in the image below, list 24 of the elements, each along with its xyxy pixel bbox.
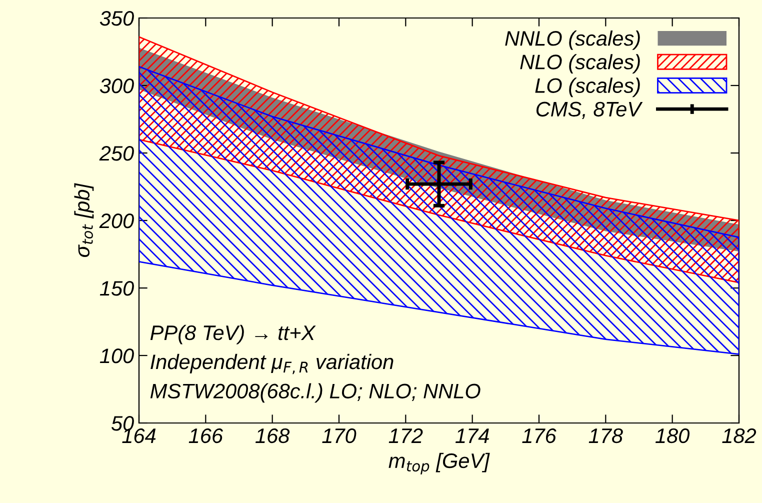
y-tick-label: 350 (100, 11, 134, 26)
y-tick-label: 300 (100, 78, 134, 94)
x-tick-label: 180 (655, 428, 690, 444)
annotation: Independent μ$_{F,R}$ variation (150, 354, 394, 374)
y-tick-label: 250 (99, 146, 134, 161)
x-tick-label: 172 (388, 428, 423, 443)
y-axis-title: σ$_{tot}$ [pb] (74, 183, 94, 257)
legend-label: NLO (scales) (520, 54, 640, 74)
annotation: PP(8 TeV) → tt+X (150, 324, 316, 344)
legend-label: CMS, 8TeV (536, 102, 643, 120)
x-tick-label: 178 (588, 428, 623, 444)
y-tick-label: 100 (100, 348, 134, 364)
x-tick-label: 174 (455, 428, 489, 443)
legend-label: NNLO (scales) (505, 30, 640, 50)
x-axis-title: m$_{top}$ [GeV] (388, 452, 490, 474)
x-tick-label: 166 (188, 428, 224, 444)
x-tick-label: 182 (722, 428, 756, 444)
x-tick-label: 176 (522, 428, 556, 444)
x-tick-label: 170 (322, 428, 356, 444)
y-tick-label: 150 (100, 281, 134, 296)
legend-label: LO (scales) (535, 78, 640, 98)
x-tick-label: 168 (255, 428, 290, 444)
y-tick-label: 200 (99, 214, 134, 228)
annotation: MSTW2008(68c.l.) LO; NLO; NNLO (150, 383, 480, 403)
